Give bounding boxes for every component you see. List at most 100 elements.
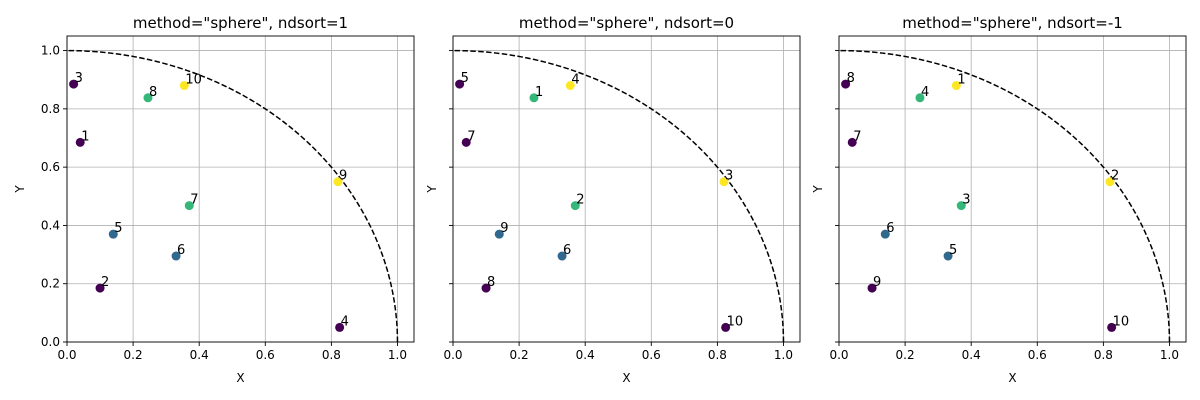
point-label: 2 bbox=[101, 275, 109, 290]
x-tick-label: 0.2 bbox=[510, 348, 529, 362]
point-label: 5 bbox=[461, 71, 469, 86]
point-label: 9 bbox=[500, 221, 508, 236]
y-tick-label: 1.0 bbox=[41, 44, 60, 58]
data-point bbox=[841, 79, 851, 89]
data-point bbox=[108, 229, 118, 239]
data-point bbox=[956, 201, 966, 211]
point-label: 8 bbox=[149, 85, 157, 100]
x-axis-label: X bbox=[236, 371, 244, 385]
y-tick-label: 0.2 bbox=[41, 277, 60, 291]
subplot-2: 5 7 8 9 1 6 4 2 3 10 0.0 0.2 0.4 0.6 0.8 1.0 X Ymethod="s… bbox=[425, 14, 801, 385]
y-axis-label: Y bbox=[811, 185, 825, 194]
point-label: 4 bbox=[921, 85, 929, 100]
data-point bbox=[481, 283, 491, 293]
reference-curve bbox=[453, 49, 785, 342]
data-point bbox=[721, 322, 731, 332]
data-point bbox=[461, 137, 471, 147]
data-point bbox=[143, 93, 153, 103]
x-tick-label: 0.4 bbox=[962, 348, 981, 362]
data-point bbox=[867, 283, 877, 293]
data-point bbox=[494, 229, 504, 239]
point-label: 4 bbox=[571, 73, 579, 88]
point-label: 6 bbox=[563, 243, 571, 258]
point-label: 2 bbox=[576, 193, 584, 208]
data-point bbox=[75, 137, 85, 147]
data-point bbox=[171, 251, 181, 261]
y-axis-label: Y bbox=[425, 185, 439, 194]
data-point bbox=[529, 93, 539, 103]
x-tick-label: 0.8 bbox=[708, 348, 727, 362]
x-tick-label: 0.4 bbox=[576, 348, 595, 362]
x-tick-label: 0.2 bbox=[124, 348, 143, 362]
point-label: 3 bbox=[725, 169, 733, 184]
point-label: 9 bbox=[873, 275, 881, 290]
point-label: 1 bbox=[535, 85, 543, 100]
x-tick-label: 0.0 bbox=[57, 348, 76, 362]
data-point bbox=[1105, 177, 1115, 187]
y-tick-label: 0.4 bbox=[41, 218, 60, 232]
data-point bbox=[951, 81, 961, 91]
subplot-3: 8 7 9 6 4 5 1 3 2 10 0.0 0.2 0.4 0.6 0.8 1.0 X Ymethod="s… bbox=[811, 14, 1187, 385]
point-label: 8 bbox=[847, 71, 855, 86]
point-label: 10 bbox=[727, 314, 744, 329]
y-tick-label: 0.8 bbox=[41, 102, 60, 116]
x-tick-label: 0.0 bbox=[829, 348, 848, 362]
point-label: 10 bbox=[185, 73, 202, 88]
x-tick-label: 0.6 bbox=[256, 348, 275, 362]
x-tick-label: 0.6 bbox=[1028, 348, 1047, 362]
data-point bbox=[455, 79, 465, 89]
data-point bbox=[570, 201, 580, 211]
x-tick-label: 0.2 bbox=[896, 348, 915, 362]
x-tick-label: 0.8 bbox=[322, 348, 341, 362]
data-point bbox=[95, 283, 105, 293]
x-tick-label: 1.0 bbox=[774, 348, 793, 362]
data-point bbox=[1107, 322, 1117, 332]
data-point bbox=[880, 229, 890, 239]
data-point bbox=[719, 177, 729, 187]
data-point bbox=[69, 79, 79, 89]
x-tick-label: 0.8 bbox=[1094, 348, 1113, 362]
axes-frame bbox=[452, 35, 801, 343]
point-label: 10 bbox=[1113, 314, 1130, 329]
point-label: 5 bbox=[949, 243, 957, 258]
data-point bbox=[557, 251, 567, 261]
point-label: 7 bbox=[467, 129, 475, 144]
y-tick-label: 0.0 bbox=[41, 335, 60, 349]
x-tick-label: 1.0 bbox=[1160, 348, 1179, 362]
x-tick-label: 1.0 bbox=[388, 348, 407, 362]
point-label: 6 bbox=[177, 243, 185, 258]
data-point bbox=[179, 81, 189, 91]
x-tick-label: 0.0 bbox=[443, 348, 462, 362]
data-point bbox=[333, 177, 343, 187]
x-axis-label: X bbox=[1008, 371, 1016, 385]
chart-title: method="sphere", ndsort=-1 bbox=[902, 14, 1123, 32]
point-label: 9 bbox=[339, 169, 347, 184]
point-label: 1 bbox=[81, 129, 89, 144]
point-label: 5 bbox=[114, 221, 122, 236]
x-tick-label: 0.6 bbox=[642, 348, 661, 362]
chart-title: method="sphere", ndsort=1 bbox=[133, 14, 348, 32]
data-point bbox=[943, 251, 953, 261]
data-point bbox=[184, 201, 194, 211]
point-label: 7 bbox=[190, 193, 198, 208]
chart-title: method="sphere", ndsort=0 bbox=[519, 14, 734, 32]
data-point bbox=[847, 137, 857, 147]
data-point bbox=[915, 93, 925, 103]
point-label: 3 bbox=[962, 193, 970, 208]
point-label: 6 bbox=[886, 221, 894, 236]
data-point bbox=[565, 81, 575, 91]
point-label: 2 bbox=[1111, 169, 1119, 184]
point-label: 3 bbox=[75, 71, 83, 86]
reference-curve bbox=[839, 49, 1171, 342]
y-tick-label: 0.6 bbox=[41, 160, 60, 174]
x-axis-label: X bbox=[622, 371, 630, 385]
point-label: 1 bbox=[957, 73, 965, 88]
axes-frame bbox=[66, 35, 415, 343]
data-point bbox=[335, 322, 345, 332]
reference-curve bbox=[67, 49, 399, 342]
point-label: 4 bbox=[341, 314, 349, 329]
axes-frame bbox=[838, 35, 1187, 343]
subplot-1: 3 1 2 5 8 6 10 7 9 4 0.0 0.2 0.4 0.6 0.8 1.0 0.0 0.2 0.4 0.… bbox=[13, 14, 415, 385]
